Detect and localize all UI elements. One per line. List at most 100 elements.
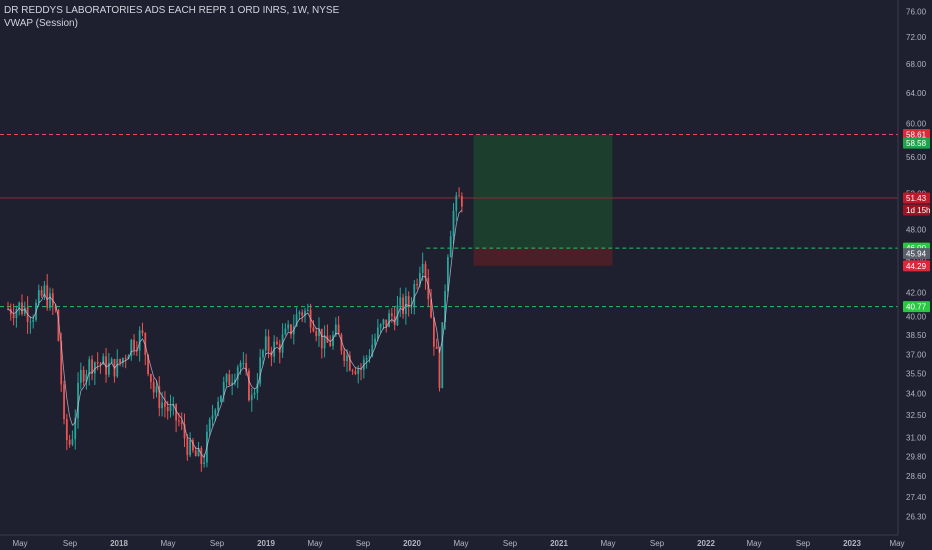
- candle[interactable]: [407, 296, 410, 307]
- candle[interactable]: [452, 210, 455, 237]
- candle[interactable]: [152, 382, 155, 393]
- candle[interactable]: [79, 369, 82, 383]
- candle[interactable]: [438, 348, 441, 389]
- candle[interactable]: [93, 362, 96, 374]
- candle[interactable]: [278, 344, 281, 353]
- candle[interactable]: [82, 369, 85, 382]
- candle[interactable]: [430, 299, 432, 318]
- candle[interactable]: [144, 333, 147, 355]
- candle[interactable]: [102, 356, 105, 365]
- candle[interactable]: [228, 374, 231, 386]
- candle[interactable]: [461, 196, 463, 207]
- candle[interactable]: [175, 404, 178, 421]
- candle[interactable]: [166, 406, 169, 412]
- candle[interactable]: [21, 302, 23, 314]
- candle[interactable]: [346, 355, 348, 361]
- candle[interactable]: [334, 324, 337, 336]
- candle[interactable]: [357, 368, 360, 374]
- candle[interactable]: [267, 336, 270, 352]
- candle[interactable]: [421, 263, 424, 274]
- candle[interactable]: [18, 302, 21, 310]
- candle[interactable]: [306, 309, 309, 311]
- candle[interactable]: [208, 419, 211, 432]
- candle[interactable]: [250, 394, 253, 401]
- candle[interactable]: [60, 340, 63, 385]
- candle[interactable]: [360, 368, 362, 370]
- candle[interactable]: [393, 316, 396, 326]
- candle[interactable]: [410, 306, 413, 308]
- candle[interactable]: [49, 293, 51, 308]
- candle[interactable]: [295, 314, 298, 327]
- candle[interactable]: [351, 370, 354, 372]
- candle[interactable]: [402, 297, 404, 315]
- candle[interactable]: [178, 420, 180, 422]
- candle[interactable]: [141, 330, 144, 334]
- candle[interactable]: [133, 339, 135, 351]
- candle[interactable]: [189, 440, 192, 456]
- candle[interactable]: [264, 336, 267, 351]
- candle[interactable]: [245, 362, 248, 371]
- candle[interactable]: [130, 339, 133, 357]
- candle[interactable]: [91, 359, 93, 374]
- plot-area[interactable]: [0, 133, 898, 472]
- candle[interactable]: [348, 355, 351, 371]
- candle[interactable]: [124, 358, 127, 360]
- candle[interactable]: [192, 440, 194, 451]
- candle[interactable]: [121, 358, 124, 364]
- candle[interactable]: [262, 350, 264, 358]
- candle[interactable]: [77, 382, 79, 419]
- target-zone[interactable]: [473, 134, 613, 249]
- x-axis[interactable]: May Sep 2018 May Sep 2019 May Sep 2020 May Sep 2021…: [0, 534, 905, 548]
- candle[interactable]: [186, 438, 189, 456]
- candle[interactable]: [220, 395, 222, 402]
- candle[interactable]: [446, 257, 449, 292]
- candle[interactable]: [298, 312, 301, 315]
- candle[interactable]: [320, 328, 323, 349]
- candle[interactable]: [194, 450, 197, 457]
- candle[interactable]: [390, 313, 393, 317]
- candle[interactable]: [51, 293, 54, 306]
- candle[interactable]: [354, 371, 357, 374]
- candle[interactable]: [127, 356, 130, 359]
- candle[interactable]: [107, 362, 110, 375]
- candle[interactable]: [312, 327, 315, 332]
- candle[interactable]: [88, 359, 91, 375]
- candle[interactable]: [57, 309, 60, 341]
- candle[interactable]: [435, 346, 438, 349]
- candle[interactable]: [180, 421, 183, 424]
- candle[interactable]: [54, 305, 57, 310]
- candle[interactable]: [40, 290, 43, 296]
- candle[interactable]: [110, 359, 113, 363]
- candle[interactable]: [217, 401, 220, 411]
- candle[interactable]: [239, 362, 242, 368]
- candle[interactable]: [248, 370, 250, 401]
- candle[interactable]: [323, 335, 326, 349]
- candle[interactable]: [161, 402, 163, 409]
- candle[interactable]: [71, 439, 74, 445]
- candle[interactable]: [376, 327, 379, 339]
- candle[interactable]: [416, 284, 418, 286]
- candle[interactable]: [37, 290, 40, 303]
- candle[interactable]: [65, 419, 68, 441]
- candle[interactable]: [253, 392, 256, 395]
- candle[interactable]: [116, 359, 119, 377]
- candle[interactable]: [427, 277, 430, 300]
- candle[interactable]: [256, 383, 259, 393]
- candle[interactable]: [340, 334, 343, 351]
- candle[interactable]: [169, 405, 172, 412]
- candle[interactable]: [236, 367, 239, 380]
- candle[interactable]: [318, 328, 320, 337]
- candle[interactable]: [418, 273, 421, 285]
- candle[interactable]: [458, 195, 461, 197]
- candle[interactable]: [284, 328, 287, 335]
- candle[interactable]: [23, 307, 26, 314]
- candle[interactable]: [365, 357, 368, 360]
- candle[interactable]: [163, 402, 166, 407]
- candle[interactable]: [343, 350, 346, 361]
- candle[interactable]: [379, 324, 382, 328]
- candle[interactable]: [371, 344, 374, 357]
- candle[interactable]: [46, 285, 49, 308]
- candle[interactable]: [276, 341, 278, 345]
- candle[interactable]: [29, 321, 32, 323]
- candle[interactable]: [234, 379, 236, 383]
